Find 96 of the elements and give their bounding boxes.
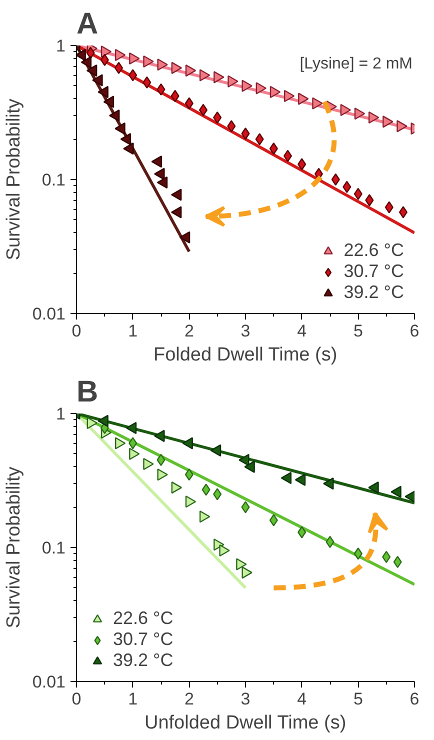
point	[270, 86, 281, 98]
point	[170, 188, 182, 201]
x-tick-label: 2	[184, 322, 194, 340]
point	[241, 128, 250, 140]
point	[298, 526, 306, 538]
chart-title: B	[76, 376, 98, 408]
point	[202, 484, 210, 496]
point	[151, 156, 162, 168]
x-tick-label: 0	[72, 322, 82, 340]
y-tick-label: 0.01	[32, 672, 66, 692]
point	[382, 116, 394, 128]
point	[108, 109, 120, 122]
point	[390, 486, 402, 498]
point	[404, 490, 414, 503]
x-tick-label: 4	[297, 690, 307, 708]
legend-label: 22.6 °C	[113, 608, 174, 629]
x-tick-label: 1	[128, 690, 138, 708]
point	[255, 133, 264, 146]
annotation: [Lysine] = 2 mM	[300, 56, 412, 72]
y-tick-label: 0.1	[42, 538, 66, 558]
point	[92, 74, 103, 86]
point	[199, 510, 210, 523]
point	[154, 168, 165, 180]
point	[396, 120, 408, 132]
x-axis-title: Folded Dwell Time (s)	[153, 344, 338, 366]
x-tick-label: 4	[297, 322, 307, 340]
point	[120, 133, 131, 146]
point	[198, 104, 208, 116]
point	[86, 64, 98, 77]
y-tick-label: 1	[56, 404, 66, 424]
point	[236, 558, 247, 570]
x-tick-label: 0	[72, 690, 82, 708]
x-tick-label: 6	[410, 322, 420, 340]
point	[242, 566, 252, 579]
legend-label: 22.6 °C	[344, 240, 404, 261]
point	[129, 448, 140, 460]
point	[269, 514, 278, 526]
point	[98, 86, 108, 98]
point	[365, 194, 374, 206]
point	[354, 108, 366, 120]
point	[368, 481, 379, 494]
point	[179, 231, 190, 244]
y-axis-title: Survival Probability	[3, 466, 24, 628]
point	[114, 437, 126, 450]
point	[242, 80, 252, 92]
legend-label: 39.2 °C	[344, 282, 404, 303]
x-tick-label: 3	[240, 322, 250, 340]
point	[103, 96, 114, 108]
point	[269, 142, 278, 155]
point	[214, 538, 224, 551]
point	[184, 97, 194, 110]
point	[368, 111, 380, 124]
legend-label: 30.7 °C	[344, 261, 404, 282]
x-tick-label: 3	[240, 690, 250, 708]
point	[280, 472, 292, 484]
point	[219, 544, 230, 557]
point	[227, 120, 236, 132]
point	[157, 468, 168, 481]
point	[312, 97, 323, 110]
y-tick-label: 0.01	[32, 304, 66, 324]
point	[156, 176, 168, 189]
point	[323, 477, 334, 490]
point	[354, 548, 362, 560]
y-tick-label: 1	[56, 36, 66, 56]
point	[294, 474, 306, 486]
point	[185, 496, 196, 508]
point	[128, 437, 138, 450]
point	[340, 104, 352, 116]
point	[284, 90, 295, 102]
x-tick-label: 1	[128, 322, 138, 340]
y-tick-label: 0.1	[42, 170, 66, 190]
point	[114, 62, 124, 74]
x-tick-label: 2	[184, 690, 194, 708]
point	[123, 142, 134, 155]
x-tick-label: 5	[353, 690, 363, 708]
point	[256, 82, 267, 94]
x-axis-title: Unfolded Dwell Time (s)	[144, 712, 346, 734]
point	[241, 501, 250, 514]
legend-label: 39.2 °C	[113, 650, 174, 671]
point	[213, 488, 222, 500]
point	[114, 122, 126, 135]
point	[80, 56, 92, 68]
point	[298, 158, 306, 170]
x-tick-label: 5	[353, 322, 363, 340]
point	[384, 201, 394, 214]
x-tick-label: 6	[410, 690, 420, 708]
point	[283, 150, 292, 162]
point	[143, 458, 154, 470]
point	[170, 206, 182, 218]
chart-title: A	[76, 8, 98, 40]
point	[86, 416, 98, 430]
legend-label: 30.7 °C	[113, 629, 174, 650]
point	[298, 92, 309, 105]
point	[128, 69, 138, 82]
y-axis-title: Survival Probability	[3, 98, 24, 260]
point	[171, 481, 182, 494]
